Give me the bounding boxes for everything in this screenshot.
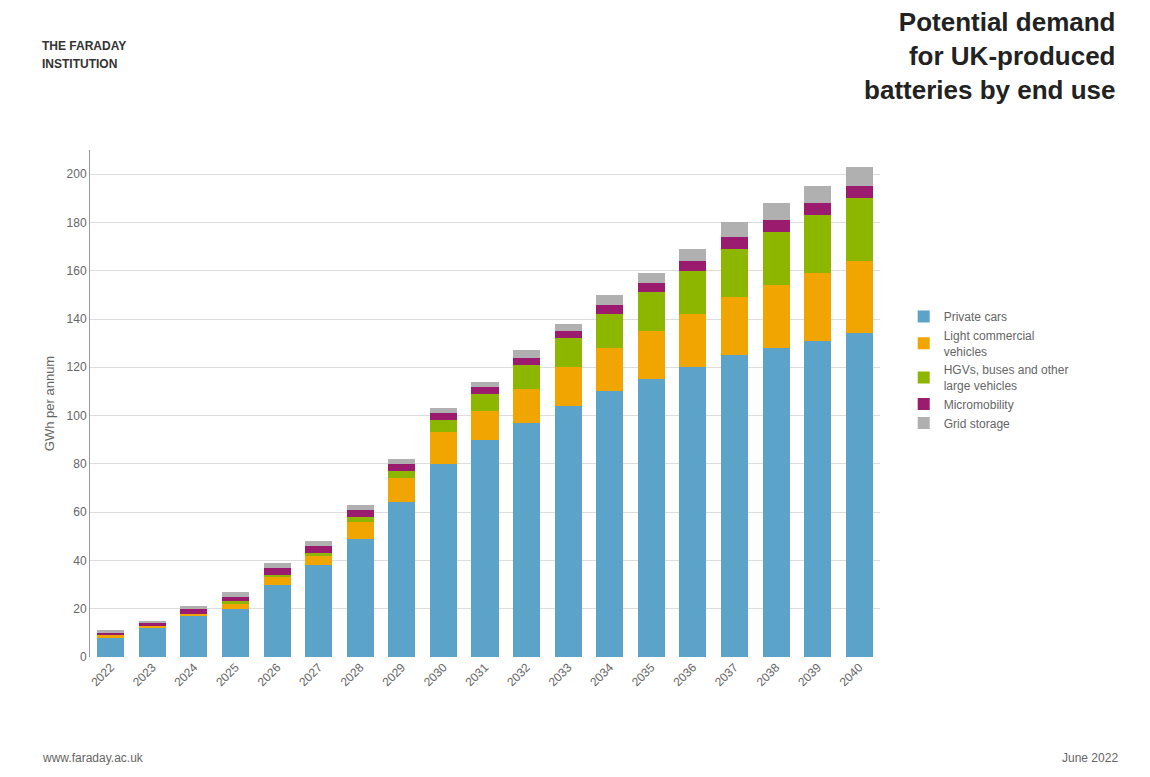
svg-text:40: 40 xyxy=(73,554,87,568)
svg-text:120: 120 xyxy=(67,360,87,374)
svg-text:Light commercialvehicles: Light commercialvehicles xyxy=(944,329,1035,359)
svg-text:2030: 2030 xyxy=(421,660,450,689)
svg-text:Micromobility: Micromobility xyxy=(944,398,1014,412)
svg-text:180: 180 xyxy=(67,216,87,230)
svg-text:Potential demandfor UK-produce: Potential demandfor UK-producedbatteries… xyxy=(864,7,1115,105)
svg-text:2040: 2040 xyxy=(837,660,866,689)
svg-text:2022: 2022 xyxy=(88,660,117,689)
svg-text:2027: 2027 xyxy=(296,660,325,689)
svg-text:2025: 2025 xyxy=(213,660,242,689)
svg-text:2037: 2037 xyxy=(712,660,741,689)
svg-text:2023: 2023 xyxy=(130,660,159,689)
svg-text:2024: 2024 xyxy=(172,660,201,689)
svg-text:Grid storage: Grid storage xyxy=(944,417,1010,431)
svg-text:2033: 2033 xyxy=(546,660,575,689)
svg-text:60: 60 xyxy=(73,505,87,519)
svg-text:HGVs, buses and otherlarge veh: HGVs, buses and otherlarge vehicles xyxy=(944,363,1069,393)
svg-text:2031: 2031 xyxy=(463,660,492,689)
svg-text:Private cars: Private cars xyxy=(944,310,1007,324)
svg-text:160: 160 xyxy=(67,264,87,278)
svg-text:140: 140 xyxy=(67,312,87,326)
svg-text:THE FARADAY: THE FARADAY xyxy=(42,39,126,53)
svg-text:2036: 2036 xyxy=(670,660,699,689)
svg-text:2032: 2032 xyxy=(504,660,533,689)
svg-text:2034: 2034 xyxy=(587,660,616,689)
svg-text:200: 200 xyxy=(67,167,87,181)
svg-text:2028: 2028 xyxy=(338,660,367,689)
svg-text:2035: 2035 xyxy=(629,660,658,689)
svg-text:100: 100 xyxy=(67,409,87,423)
svg-text:www.faraday.ac.uk: www.faraday.ac.uk xyxy=(42,751,144,765)
svg-text:GWh per annum: GWh per annum xyxy=(42,356,57,451)
svg-text:INSTITUTION: INSTITUTION xyxy=(42,57,117,71)
svg-text:June 2022: June 2022 xyxy=(1062,751,1118,765)
svg-text:0: 0 xyxy=(80,650,87,664)
svg-text:80: 80 xyxy=(73,457,87,471)
svg-text:2026: 2026 xyxy=(255,660,284,689)
svg-text:2039: 2039 xyxy=(795,660,824,689)
svg-text:20: 20 xyxy=(73,602,87,616)
svg-text:2038: 2038 xyxy=(754,660,783,689)
svg-text:2029: 2029 xyxy=(379,660,408,689)
